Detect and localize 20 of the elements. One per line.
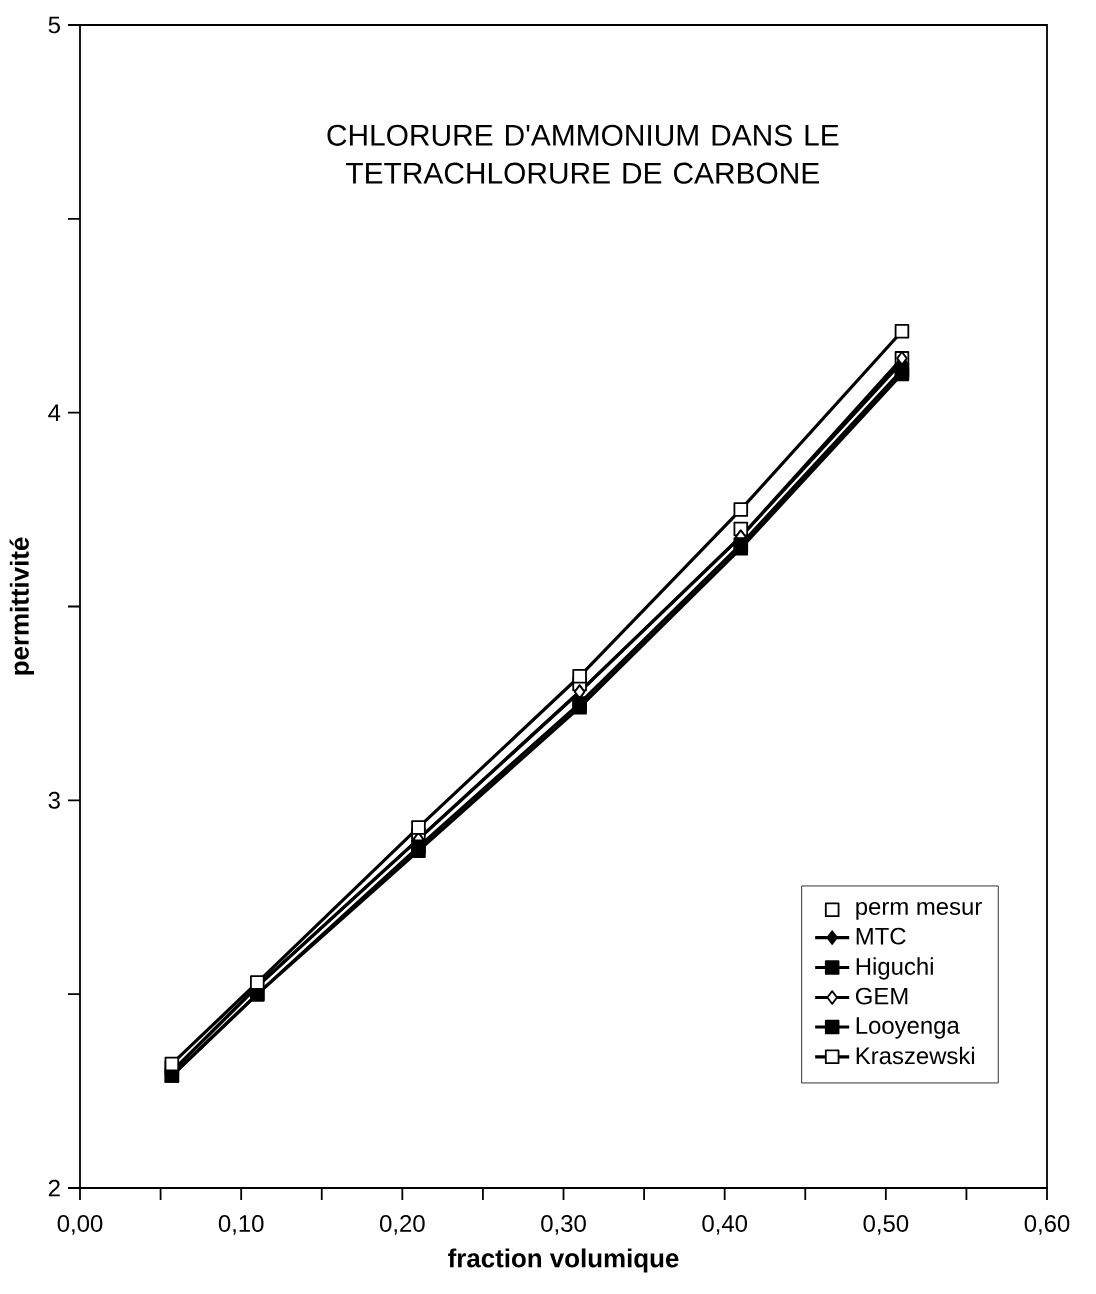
legend-label: GEM bbox=[855, 987, 908, 1005]
y-tick-label: 3 bbox=[48, 791, 60, 809]
legend-label: perm mesur bbox=[856, 901, 982, 920]
text: CHLORURE D'AMMONIUM DANS LE TETRACHLORURE DE CARBONE bbox=[327, 124, 839, 184]
y-axis-title: permittivité bbox=[9, 537, 34, 675]
legend-label: Higuchi bbox=[856, 957, 933, 980]
y-tick-label: 4 bbox=[48, 404, 61, 421]
x-tick-label: 0,40 bbox=[702, 1215, 748, 1235]
x-tick-label: 0,10 bbox=[218, 1215, 264, 1235]
x-tick-label: 0,20 bbox=[380, 1215, 425, 1235]
x-tick-label: 0,60 bbox=[1024, 1215, 1070, 1235]
legend-label: MTC bbox=[856, 927, 906, 945]
legend-label: Kraszewski bbox=[856, 1046, 975, 1065]
x-axis-title: fraction volumique bbox=[448, 1248, 679, 1273]
x-tick-label: 0,00 bbox=[57, 1215, 103, 1235]
x-tick-label: 0,30 bbox=[541, 1215, 586, 1235]
y-tick-label: 2 bbox=[48, 1179, 60, 1197]
y-tick-label: 5 bbox=[48, 16, 60, 34]
x-tick-label: 0,50 bbox=[863, 1215, 909, 1235]
legend-label: Looyenga bbox=[856, 1017, 960, 1039]
